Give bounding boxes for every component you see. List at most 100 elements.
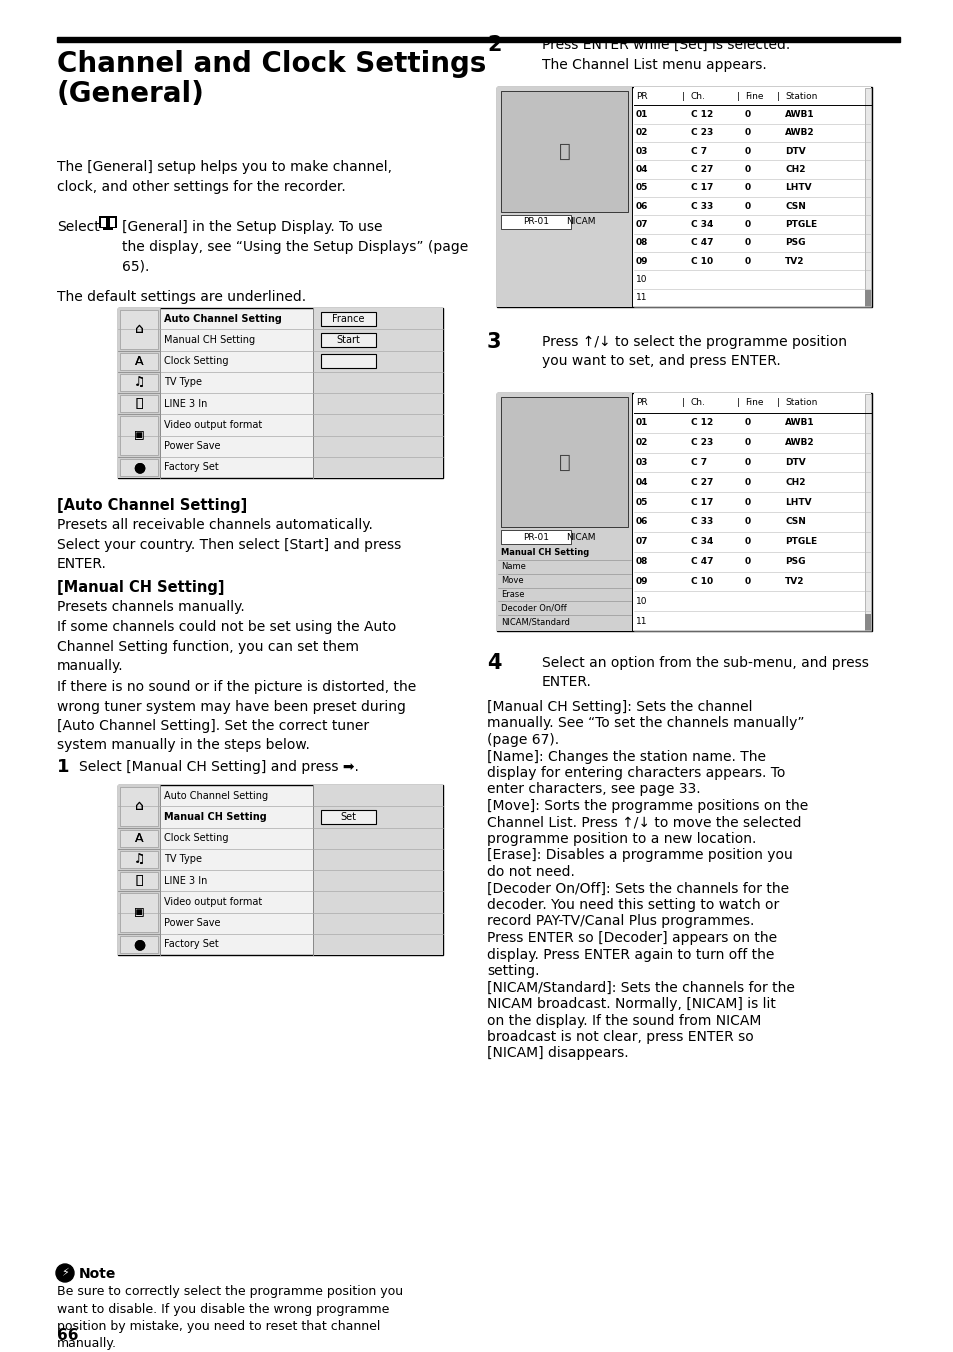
Text: 1: 1 — [57, 758, 70, 776]
Text: Channel and Clock Settings
(General): Channel and Clock Settings (General) — [57, 50, 486, 108]
Text: Clock Setting: Clock Setting — [164, 833, 229, 844]
Text: 0: 0 — [744, 557, 750, 566]
Bar — [103, 226, 112, 230]
Text: Fine: Fine — [744, 92, 762, 100]
Text: 0: 0 — [744, 257, 750, 265]
Text: C 34: C 34 — [690, 220, 712, 228]
Bar — [864, 88, 870, 306]
Bar — [313, 308, 442, 479]
Text: ▣: ▣ — [133, 907, 144, 918]
Text: Manual CH Setting: Manual CH Setting — [164, 811, 267, 822]
Text: Erase: Erase — [500, 589, 524, 599]
Text: Station: Station — [784, 92, 817, 100]
Bar — [120, 894, 158, 932]
Text: decoder. You need this setting to watch or: decoder. You need this setting to watch … — [486, 898, 779, 913]
Text: PR: PR — [636, 92, 647, 100]
Text: [Decoder On/Off]: Sets the channels for the: [Decoder On/Off]: Sets the channels for … — [486, 882, 788, 895]
Bar — [500, 215, 571, 228]
Text: C 23: C 23 — [690, 128, 712, 138]
Bar — [120, 458, 158, 476]
Text: Fine: Fine — [744, 399, 762, 407]
Text: France: France — [332, 314, 364, 323]
Text: ●: ● — [132, 937, 145, 952]
Bar — [120, 936, 158, 953]
Text: [Manual CH Setting]: Sets the channel: [Manual CH Setting]: Sets the channel — [486, 700, 752, 714]
Text: 09: 09 — [636, 577, 648, 585]
Bar — [320, 333, 375, 347]
Text: DTV: DTV — [784, 458, 805, 466]
Text: Select [Manual CH Setting] and press ➡.: Select [Manual CH Setting] and press ➡. — [79, 760, 358, 773]
Text: TV Type: TV Type — [164, 854, 202, 864]
Text: 09: 09 — [636, 257, 648, 265]
Text: 01: 01 — [636, 110, 648, 119]
Text: (page 67).: (page 67). — [486, 733, 558, 748]
Text: 0: 0 — [744, 220, 750, 228]
Text: C 17: C 17 — [690, 498, 712, 507]
Bar — [120, 310, 158, 349]
Bar — [497, 87, 871, 307]
Text: 0: 0 — [744, 165, 750, 174]
Text: 11: 11 — [636, 617, 647, 626]
Text: ⛹: ⛹ — [558, 453, 570, 472]
Text: 0: 0 — [744, 146, 750, 155]
Text: C 10: C 10 — [690, 257, 712, 265]
Text: NICAM: NICAM — [566, 533, 595, 542]
Text: |: | — [736, 399, 739, 407]
Text: 0: 0 — [744, 418, 750, 427]
Text: 0: 0 — [744, 238, 750, 247]
Text: 0: 0 — [744, 201, 750, 211]
Text: ⚿: ⚿ — [135, 397, 143, 410]
Text: ♫: ♫ — [133, 853, 145, 865]
Text: Power Save: Power Save — [164, 918, 220, 927]
Text: If some channels could not be set using the Auto
Channel Setting function, you c: If some channels could not be set using … — [57, 621, 395, 673]
Text: Factory Set: Factory Set — [164, 940, 218, 949]
Text: C 27: C 27 — [690, 477, 712, 487]
Text: C 33: C 33 — [690, 201, 712, 211]
Bar — [313, 786, 442, 955]
Text: Channel List. Press ↑/↓ to move the selected: Channel List. Press ↑/↓ to move the sele… — [486, 815, 801, 830]
Text: Note: Note — [79, 1267, 116, 1280]
Text: Start: Start — [336, 335, 360, 345]
Text: 04: 04 — [636, 477, 648, 487]
Text: 0: 0 — [744, 518, 750, 526]
Text: 2: 2 — [486, 35, 501, 55]
Text: display. Press ENTER again to turn off the: display. Press ENTER again to turn off t… — [486, 948, 774, 961]
Text: 05: 05 — [636, 184, 648, 192]
Text: Be sure to correctly select the programme position you
want to disable. If you d: Be sure to correctly select the programm… — [57, 1284, 403, 1351]
Bar — [497, 87, 631, 307]
Text: Power Save: Power Save — [164, 441, 220, 452]
Text: 66: 66 — [57, 1328, 78, 1343]
Text: AWB2: AWB2 — [784, 128, 814, 138]
Text: Select an option from the sub-menu, and press
ENTER.: Select an option from the sub-menu, and … — [541, 656, 868, 690]
Bar — [118, 308, 442, 479]
Text: PTGLE: PTGLE — [784, 537, 817, 546]
Text: Press ENTER while [Set] is selected.
The Channel List menu appears.: Press ENTER while [Set] is selected. The… — [541, 38, 789, 72]
Text: ♫: ♫ — [133, 376, 145, 389]
Text: 07: 07 — [636, 220, 648, 228]
Text: manually. See “To set the channels manually”: manually. See “To set the channels manua… — [486, 717, 803, 730]
Text: [Erase]: Disables a programme position you: [Erase]: Disables a programme position y… — [486, 849, 792, 863]
Text: [Auto Channel Setting]: [Auto Channel Setting] — [57, 498, 247, 512]
Bar — [120, 353, 158, 369]
Text: CSN: CSN — [784, 201, 805, 211]
Text: C 27: C 27 — [690, 165, 712, 174]
Text: Press ↑/↓ to select the programme position
you want to set, and press ENTER.: Press ↑/↓ to select the programme positi… — [541, 335, 846, 369]
Text: [Name]: Changes the station name. The: [Name]: Changes the station name. The — [486, 749, 765, 764]
Bar — [106, 218, 110, 227]
Text: do not need.: do not need. — [486, 865, 575, 879]
Text: NICAM/Standard: NICAM/Standard — [500, 618, 569, 626]
Text: CH2: CH2 — [784, 477, 805, 487]
Text: C 12: C 12 — [690, 418, 712, 427]
Text: NICAM: NICAM — [566, 218, 595, 227]
Text: 03: 03 — [636, 146, 648, 155]
Text: |: | — [681, 92, 684, 100]
Text: Video output format: Video output format — [164, 420, 262, 430]
Text: C 12: C 12 — [690, 110, 712, 119]
Text: Manual CH Setting: Manual CH Setting — [164, 335, 254, 345]
Text: C 33: C 33 — [690, 518, 712, 526]
Text: A: A — [134, 831, 143, 845]
Text: C 47: C 47 — [690, 238, 712, 247]
Text: Ch.: Ch. — [690, 92, 704, 100]
Text: [Move]: Sorts the programme positions on the: [Move]: Sorts the programme positions on… — [486, 799, 807, 813]
Bar — [320, 311, 375, 326]
